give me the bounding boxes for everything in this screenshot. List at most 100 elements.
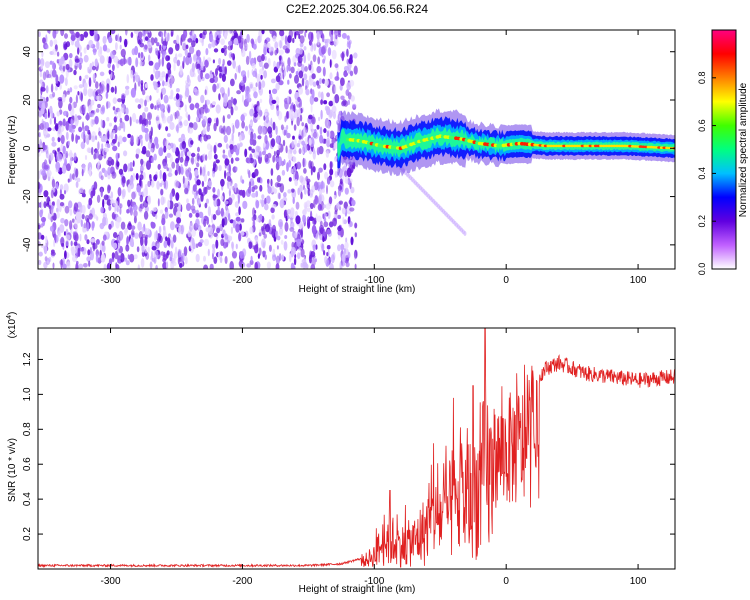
- noise-blob: [316, 147, 320, 156]
- noise-blob: [140, 166, 145, 172]
- noise-blob: [179, 121, 183, 126]
- noise-blob: [239, 142, 243, 148]
- noise-blob: [337, 113, 340, 123]
- noise-blob: [139, 42, 145, 48]
- noise-blob: [75, 94, 78, 104]
- noise-blob: [260, 74, 263, 80]
- noise-blob: [44, 113, 48, 120]
- noise-blob: [96, 216, 99, 221]
- noise-blob: [147, 41, 153, 49]
- noise-blob: [100, 253, 106, 263]
- noise-blob: [56, 51, 60, 57]
- noise-blob: [309, 95, 314, 105]
- noise-blob: [263, 46, 267, 56]
- noise-blob: [212, 163, 218, 172]
- noise-blob: [39, 138, 42, 149]
- noise-blob: [293, 257, 297, 266]
- noise-blob: [273, 150, 276, 157]
- noise-blob: [89, 112, 95, 118]
- noise-blob: [117, 33, 120, 42]
- noise-blob: [295, 215, 301, 225]
- noise-blob: [240, 218, 245, 223]
- noise-blob: [343, 201, 348, 210]
- noise-blob: [329, 168, 334, 176]
- noise-blob: [176, 34, 180, 44]
- noise-blob: [229, 219, 234, 224]
- noise-blob: [287, 189, 292, 194]
- noise-blob: [51, 141, 57, 147]
- noise-blob: [147, 112, 152, 121]
- noise-blob: [305, 88, 310, 96]
- noise-blob: [151, 250, 153, 261]
- noise-blob: [144, 30, 147, 35]
- noise-blob: [195, 218, 200, 228]
- noise-blob: [277, 144, 281, 149]
- noise-blob: [141, 150, 146, 155]
- noise-blob: [170, 75, 175, 85]
- noise-blob: [339, 178, 343, 185]
- noise-blob: [256, 105, 261, 113]
- noise-blob: [170, 142, 174, 149]
- noise-blob: [131, 229, 135, 236]
- noise-blob: [62, 93, 66, 103]
- noise-blob: [40, 234, 45, 240]
- noise-blob: [139, 98, 144, 104]
- noise-blob: [240, 231, 245, 236]
- noise-blob: [207, 180, 213, 188]
- noise-blob: [324, 256, 328, 264]
- noise-blob: [252, 132, 257, 141]
- noise-blob: [238, 206, 241, 216]
- noise-blob: [337, 214, 342, 220]
- noise-blob: [53, 39, 58, 46]
- noise-blob: [300, 108, 303, 114]
- noise-blob: [215, 104, 221, 114]
- noise-blob: [259, 184, 263, 192]
- noise-blob: [299, 184, 303, 193]
- noise-blob: [263, 145, 267, 154]
- noise-blob: [323, 250, 326, 256]
- noise-blob: [134, 232, 139, 239]
- noise-blob: [72, 231, 77, 236]
- noise-blob: [298, 135, 302, 140]
- noise-blob: [308, 160, 312, 169]
- noise-blob: [97, 103, 101, 109]
- noise-blob: [272, 121, 276, 131]
- noise-blob: [217, 142, 223, 148]
- noise-blob: [320, 109, 323, 120]
- noise-blob: [173, 62, 176, 72]
- noise-blob: [271, 99, 277, 104]
- noise-blob: [75, 31, 80, 38]
- noise-blob: [318, 167, 323, 173]
- noise-blob: [310, 46, 313, 52]
- noise-blob: [274, 182, 280, 188]
- noise-blob: [166, 167, 169, 172]
- noise-blob: [211, 243, 216, 250]
- noise-blob: [248, 170, 251, 179]
- noise-blob: [308, 114, 313, 120]
- spectrogram-frame: [37, 29, 676, 270]
- noise-blob: [161, 57, 165, 67]
- noise-blob: [212, 59, 215, 64]
- noise-blob: [161, 217, 166, 226]
- noise-blob: [93, 48, 97, 56]
- noise-blob: [97, 141, 100, 151]
- noise-blob: [329, 59, 332, 68]
- noise-streak: [463, 231, 467, 237]
- noise-blob: [261, 199, 265, 208]
- noise-blob: [165, 126, 169, 132]
- noise-blob: [240, 70, 247, 78]
- noise-blob: [298, 86, 303, 95]
- noise-blob: [293, 62, 297, 67]
- colorbar-tick-label: 0.0: [697, 263, 707, 276]
- noise-blob: [287, 152, 293, 161]
- noise-blob: [43, 201, 47, 209]
- snr-y-label: SNR (10 * v/v): [7, 438, 18, 502]
- noise-blob: [141, 112, 146, 121]
- noise-blob: [249, 259, 254, 265]
- noise-blob: [62, 65, 66, 72]
- noise-blob: [110, 191, 114, 199]
- noise-blob: [150, 103, 154, 110]
- noise-blob: [324, 171, 329, 180]
- noise-blob: [303, 54, 307, 64]
- noise-blob: [227, 197, 233, 206]
